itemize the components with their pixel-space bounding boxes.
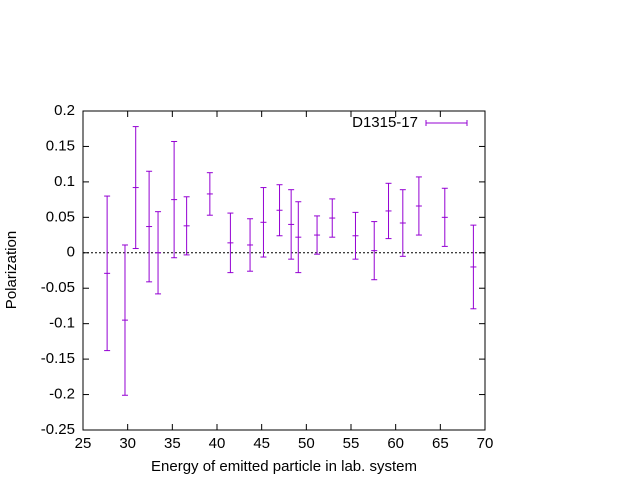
x-tick-label: 60 [387, 435, 404, 452]
y-tick-label: 0.2 [54, 102, 75, 119]
x-tick-label: 25 [75, 435, 92, 452]
y-tick-label: 0.1 [54, 173, 75, 190]
x-axis-label: Energy of emitted particle in lab. syste… [151, 458, 417, 475]
legend-label: D1315-17 [352, 114, 418, 131]
x-tick-label: 40 [209, 435, 226, 452]
y-tick-label: 0.15 [46, 137, 75, 154]
y-tick-label: 0 [67, 244, 75, 261]
y-tick-label: -0.2 [49, 386, 75, 403]
x-tick-label: 45 [253, 435, 270, 452]
plot-frame [82, 110, 486, 431]
x-tick-label: 55 [343, 435, 360, 452]
y-tick-label: -0.25 [41, 421, 75, 438]
x-tick-label: 35 [164, 435, 181, 452]
y-tick-label: -0.05 [41, 279, 75, 296]
x-tick-label: 30 [119, 435, 136, 452]
y-axis-label: Polarization [3, 231, 20, 309]
x-tick-label: 50 [298, 435, 315, 452]
y-tick-label: 0.05 [46, 208, 75, 225]
y-tick-label: -0.1 [49, 315, 75, 332]
x-tick-label: 70 [477, 435, 494, 452]
y-tick-label: -0.15 [41, 350, 75, 367]
x-tick-label: 65 [432, 435, 449, 452]
